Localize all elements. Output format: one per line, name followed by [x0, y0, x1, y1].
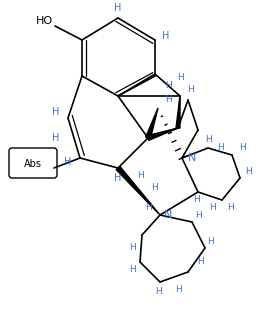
Text: H: H [114, 3, 122, 13]
Polygon shape [116, 166, 160, 215]
Text: H: H [175, 286, 181, 294]
Text: H: H [217, 143, 223, 153]
Text: H: H [52, 107, 60, 117]
Text: H: H [177, 73, 183, 82]
Text: H: H [195, 212, 202, 220]
Text: H: H [52, 133, 60, 143]
Text: HO: HO [35, 16, 53, 26]
Text: H: H [155, 288, 161, 297]
Text: H: H [129, 265, 135, 274]
Text: N: N [188, 153, 196, 163]
Polygon shape [146, 108, 158, 139]
Text: H: H [145, 203, 151, 213]
Text: H: H [187, 85, 193, 95]
Text: H: H [227, 202, 233, 212]
Text: N: N [164, 210, 172, 220]
Text: H: H [207, 238, 213, 246]
Text: H: H [129, 244, 135, 253]
Polygon shape [147, 128, 178, 141]
Text: H: H [197, 258, 203, 266]
Text: H: H [162, 31, 170, 41]
Text: H: H [152, 184, 158, 192]
Text: H: H [165, 96, 171, 105]
Text: H: H [165, 82, 171, 91]
Text: H: H [239, 143, 245, 153]
Text: H: H [136, 170, 143, 180]
Text: H: H [245, 168, 251, 176]
FancyBboxPatch shape [9, 148, 57, 178]
Text: H: H [193, 196, 199, 204]
Text: Abs: Abs [24, 159, 42, 169]
Text: H: H [64, 157, 72, 167]
Polygon shape [176, 96, 180, 128]
Text: H: H [114, 173, 122, 183]
Text: H: H [209, 202, 215, 212]
Text: H: H [205, 136, 211, 144]
